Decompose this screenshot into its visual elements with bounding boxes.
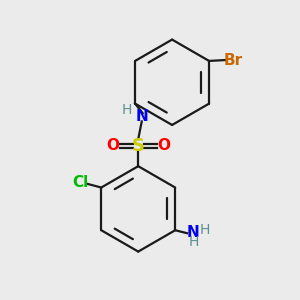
- Text: Cl: Cl: [72, 175, 88, 190]
- Text: H: H: [121, 103, 132, 117]
- Text: O: O: [157, 138, 170, 153]
- Text: O: O: [107, 138, 120, 153]
- Text: Br: Br: [224, 52, 243, 68]
- Text: N: N: [187, 225, 200, 240]
- Text: H: H: [188, 235, 199, 249]
- Text: H: H: [200, 223, 210, 237]
- Text: S: S: [132, 136, 145, 154]
- Text: N: N: [135, 109, 148, 124]
